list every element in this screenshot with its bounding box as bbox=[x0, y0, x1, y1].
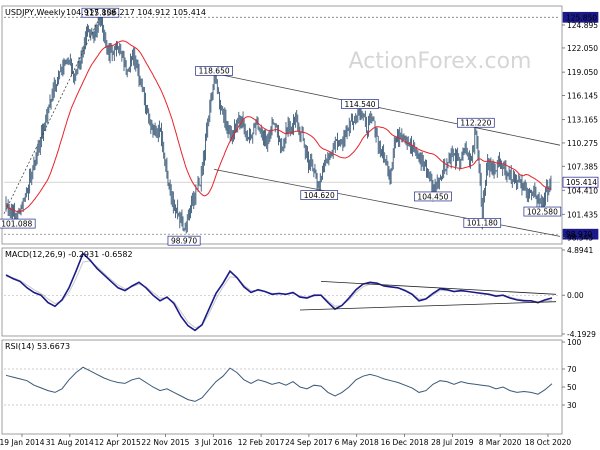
price-label-box bbox=[167, 235, 201, 246]
x-tick-label: 19 Jan 2014 bbox=[0, 438, 45, 447]
price-title: USDJPY,Weekly bbox=[5, 8, 66, 17]
price-label-box bbox=[341, 99, 379, 109]
price-label: 104.450 bbox=[417, 192, 448, 201]
price-label: 98.970 bbox=[171, 236, 197, 245]
price-y-tick-label: 101.435 bbox=[567, 210, 598, 219]
x-tick-label: 12 Feb 2017 bbox=[238, 438, 285, 447]
price-labels: 125.858 118.650 114.540 112.220 104.620 104.4… bbox=[0, 7, 599, 246]
right-price-tag bbox=[562, 176, 599, 188]
rsi-y-tick-label: 70 bbox=[567, 365, 577, 374]
macd-y-tick-label: -4.1929 bbox=[567, 330, 596, 339]
price-label-box bbox=[414, 191, 452, 202]
macd-title: MACD(12,26,9) -0.2931 -0.6582 bbox=[5, 250, 133, 259]
price-y-tick-label: 110.275 bbox=[567, 139, 598, 148]
x-tick-label: 24 Sep 2017 bbox=[285, 438, 333, 447]
price-label-box bbox=[463, 217, 502, 228]
x-tick-label: 3 Jul 2016 bbox=[194, 438, 232, 447]
price-y-tick-label: 122.050 bbox=[567, 44, 598, 53]
price-label: 104.620 bbox=[304, 191, 335, 200]
price-label: 112.220 bbox=[460, 119, 491, 128]
price-y-tick-label: 124.895 bbox=[567, 21, 598, 30]
x-tick-label: 8 Mar 2020 bbox=[479, 438, 522, 447]
price-label-box bbox=[300, 190, 339, 200]
rsi-y-ticks: 100 70 50 30 bbox=[562, 338, 582, 410]
x-tick-label: 6 May 2018 bbox=[335, 438, 379, 447]
right-price-tag bbox=[562, 228, 599, 240]
macd-y-tick-label: 4.8941 bbox=[567, 246, 593, 255]
price-label: 101.180 bbox=[467, 219, 498, 228]
rsi-title: RSI(14) 53.6673 bbox=[5, 342, 70, 351]
price-label-box bbox=[81, 7, 120, 18]
price-label-box bbox=[195, 66, 233, 76]
price-candles bbox=[5, 12, 552, 234]
dotted-trend-line bbox=[3, 15, 101, 214]
price-y-tick-label: 104.410 bbox=[567, 186, 598, 195]
x-tick-label: 16 Dec 2018 bbox=[381, 438, 429, 447]
right-price-tag-label: 105.414 bbox=[566, 178, 597, 187]
rsi-y-tick-label: 30 bbox=[567, 401, 577, 410]
x-tick-label: 12 Apr 2015 bbox=[94, 438, 141, 447]
price-y-tick-label: 119.050 bbox=[567, 68, 598, 77]
macd-trendlines bbox=[299, 280, 557, 311]
macd-lower-trendline bbox=[299, 301, 557, 311]
right-price-tag bbox=[562, 11, 599, 23]
price-label-box bbox=[523, 206, 562, 217]
price-label: 118.650 bbox=[199, 67, 230, 76]
ohlc-readout: 104.917 106.217 104.912 105.414 bbox=[66, 8, 206, 17]
rsi-grid bbox=[4, 368, 560, 406]
price-label: 114.540 bbox=[344, 100, 375, 109]
price-label: 125.858 bbox=[85, 9, 116, 18]
x-tick-label: 22 Nov 2015 bbox=[141, 438, 189, 447]
macd-line bbox=[5, 252, 553, 332]
price-panel-frame bbox=[1, 5, 563, 245]
watermark: ActionForex.com bbox=[349, 49, 532, 74]
rsi-y-tick-label: 100 bbox=[567, 338, 582, 347]
right-price-tag-label: 98.970 bbox=[566, 230, 592, 239]
macd-upper-trendline bbox=[320, 280, 557, 295]
price-label-box bbox=[457, 117, 495, 128]
price-overlays bbox=[3, 15, 561, 237]
rsi-line bbox=[5, 366, 553, 402]
price-y-tick-label: 116.145 bbox=[567, 92, 598, 101]
price-y-tick-label: 98.545 bbox=[567, 234, 593, 243]
x-tick-label: 31 Aug 2014 bbox=[46, 438, 94, 447]
x-axis-ticks: 19 Jan 2014 31 Aug 2014 12 Apr 2015 22 Nov … bbox=[0, 434, 571, 447]
rsi-y-tick-label: 50 bbox=[567, 383, 577, 392]
price-y-tick-label: 107.385 bbox=[567, 162, 598, 171]
macd-y-tick-label: 0.00 bbox=[567, 291, 584, 300]
moving-average-line bbox=[5, 40, 551, 213]
price-label: 102.580 bbox=[527, 207, 558, 216]
price-y-ticks: 124.895 122.050 119.050 116.145 113.165 110.2… bbox=[562, 21, 598, 243]
x-tick-label: 28 Jul 2019 bbox=[431, 438, 474, 447]
channel-lower-line bbox=[214, 168, 561, 237]
price-label-box bbox=[0, 218, 36, 229]
macd-panel-frame bbox=[1, 247, 563, 337]
price-y-tick-label: 113.165 bbox=[567, 116, 598, 125]
channel-upper-line bbox=[214, 72, 561, 146]
price-label: 101.088 bbox=[1, 219, 32, 228]
x-tick-label: 18 Oct 2020 bbox=[525, 438, 572, 447]
right-price-tag-label: 125.850 bbox=[566, 13, 597, 22]
macd-y-ticks: 4.8941 0.00 -4.1929 bbox=[562, 246, 596, 339]
